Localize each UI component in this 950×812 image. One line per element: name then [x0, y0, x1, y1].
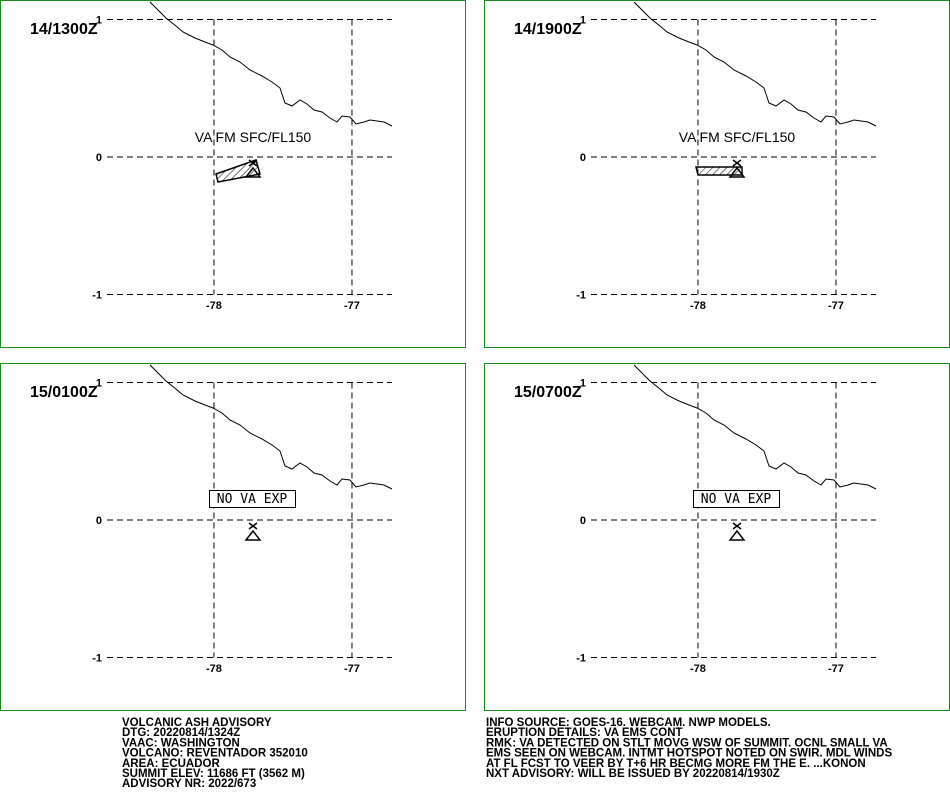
lon-label: -78	[690, 300, 706, 312]
coastline	[633, 1, 877, 127]
advisory-line: RMK: VA DETECTED ON STLT MOVG WSW OF SUM…	[486, 737, 888, 749]
advisory-line: NXT ADVISORY: WILL BE ISSUED BY 20220814…	[486, 768, 780, 780]
ash-area	[215, 159, 261, 183]
advisory-line: ERUPTION DETAILS: VA EMS CONT	[486, 727, 683, 739]
lat-label: 1	[580, 378, 586, 390]
valid-time: 15/0100Z	[30, 384, 98, 401]
map-panel: 1 0 -1 -78 -77 15/0100Z NO VA EXP	[0, 363, 466, 711]
lat-label: 0	[96, 152, 102, 164]
ash-label: VA FM SFC/FL150	[195, 129, 312, 145]
volcano-top	[248, 522, 258, 530]
lon-label: -77	[828, 300, 844, 312]
lon-label: -77	[828, 663, 844, 675]
map-panel: 1 0 -1 -78 -77 14/1900Z VA FM SFC/FL150	[484, 0, 950, 348]
lat-label: -1	[576, 290, 586, 302]
no-ash-label: NO VA EXP	[701, 492, 772, 507]
volcano	[244, 529, 262, 541]
ash-area	[695, 166, 743, 176]
advisory-line: VAAC: WASHINGTON	[122, 737, 240, 749]
valid-time: 14/1300Z	[30, 21, 98, 38]
advisory-line: AT FL FCST TO VEER BY T+6 HR BECMG MORE …	[486, 758, 866, 770]
map-panel: 1 0 -1 -78 -77 15/0700Z NO VA EXP	[484, 363, 950, 711]
lat-label: 0	[580, 152, 586, 164]
coastline	[633, 364, 877, 490]
lat-label: -1	[92, 290, 102, 302]
lon-label: -78	[690, 663, 706, 675]
panel-border	[484, 363, 950, 711]
lat-label: 0	[580, 515, 586, 527]
lon-label: -78	[206, 663, 222, 675]
lon-label: -77	[344, 300, 360, 312]
lat-label: -1	[92, 653, 102, 665]
advisory-line: DTG: 20220814/1324Z	[122, 727, 240, 739]
lat-label: 1	[96, 15, 102, 27]
panel-border	[0, 363, 466, 711]
lon-label: -77	[344, 663, 360, 675]
label-box	[209, 490, 296, 508]
valid-time: 14/1900Z	[514, 21, 582, 38]
volcano-top	[732, 159, 742, 167]
lat-label: -1	[576, 653, 586, 665]
advisory-line: VOLCANIC ASH ADVISORY	[122, 717, 272, 729]
advisory-line: AREA: ECUADOR	[122, 758, 220, 770]
no-ash-label: NO VA EXP	[217, 492, 288, 507]
ash-label: VA FM SFC/FL150	[679, 129, 796, 145]
valid-time: 15/0700Z	[514, 384, 582, 401]
advisory-line: SUMMIT ELEV: 11686 FT (3562 M)	[122, 768, 305, 780]
lat-label: 0	[96, 515, 102, 527]
advisory-line: EMS SEEN ON WEBCAM. INTMT HOTSPOT NOTED …	[486, 748, 892, 760]
label-box	[693, 490, 780, 508]
lon-label: -78	[206, 300, 222, 312]
advisory-line: VOLCANO: REVENTADOR 352010	[122, 748, 308, 760]
map-panel: 1 0 -1 -78 -77 14/1300Z VA FM SFC/FL150	[0, 0, 466, 348]
advisory-line: INFO SOURCE: GOES-16. WEBCAM. NWP MODELS…	[486, 717, 771, 729]
volcano	[728, 529, 746, 541]
coastline	[149, 1, 393, 127]
volcano-top	[732, 522, 742, 530]
coastline	[149, 364, 393, 490]
lat-label: 1	[580, 15, 586, 27]
lat-label: 1	[96, 378, 102, 390]
advisory-line: ADVISORY NR: 2022/673	[122, 778, 256, 790]
panel-border	[0, 0, 466, 348]
